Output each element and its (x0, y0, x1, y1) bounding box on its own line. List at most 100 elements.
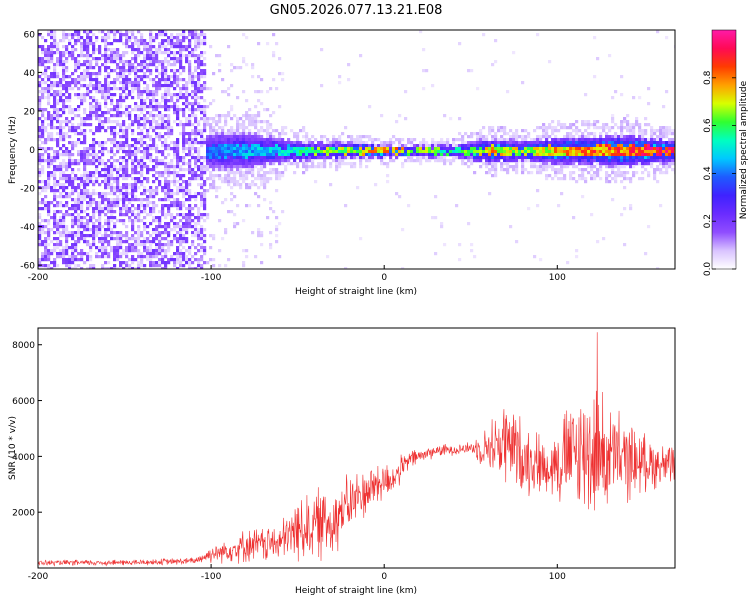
spectrogram-cell (122, 72, 126, 76)
spectrogram-cell (659, 204, 663, 208)
spectrogram-cell (563, 147, 567, 151)
spectrogram-cell (635, 138, 639, 142)
spectrogram-cell (242, 249, 246, 253)
spectrogram-cell (83, 159, 87, 163)
spectrogram-cell (248, 123, 252, 127)
spectrogram-cell (230, 156, 234, 160)
spectrogram-cell (620, 135, 624, 139)
spectrogram-cell (38, 105, 42, 109)
spectrogram-cell (62, 225, 66, 229)
spectrogram-cell (644, 138, 648, 142)
spectrogram-cell (527, 207, 531, 211)
spectrogram-cell (83, 60, 87, 64)
spectrogram-cell (56, 240, 60, 244)
spectrogram-cell (260, 231, 264, 235)
spectrogram-cell (236, 156, 240, 160)
spectrogram-cell (131, 63, 135, 67)
spectrogram-cell (152, 78, 156, 82)
spectrogram-cell (65, 192, 69, 196)
spectrogram-cell (182, 234, 186, 238)
spectrogram-cell (284, 156, 288, 160)
spectrogram-cell (284, 150, 288, 154)
spectrogram-cell (269, 231, 273, 235)
spectrogram-cell (134, 267, 138, 269)
spectrogram-cell (53, 249, 57, 253)
spectrogram-cell (104, 180, 108, 184)
spectrogram-cell (203, 240, 207, 244)
spectrogram-cell (206, 150, 210, 154)
spectrogram-cell (131, 81, 135, 85)
spectrogram-cell (449, 147, 453, 151)
spectrogram-cell (77, 81, 81, 85)
spectrogram-cell (152, 36, 156, 40)
spectrogram-cell (125, 261, 129, 265)
spectrogram-cell (551, 129, 555, 133)
spectrogram-cell (299, 159, 303, 163)
spectrogram-cell (125, 126, 129, 130)
spectrogram-cell (476, 87, 480, 91)
spectrogram-cell (269, 177, 273, 181)
spectrogram-cell (140, 78, 144, 82)
spectrogram-cell (620, 120, 624, 124)
spectrogram-cell (134, 75, 138, 79)
spectrogram-cell (158, 246, 162, 250)
spectrogram-cell (167, 204, 171, 208)
spectrogram-cell (620, 150, 624, 154)
spectrogram-cell (104, 81, 108, 85)
spectrogram-cell (482, 141, 486, 145)
spectrogram-cell (467, 153, 471, 157)
spectrogram-cell (122, 219, 126, 223)
spectrogram-cell (614, 123, 618, 127)
spectrogram-cell (98, 144, 102, 148)
spectrogram-cell (254, 132, 258, 136)
spectrogram-cell (155, 237, 159, 241)
spectrogram-cell (236, 159, 240, 163)
spectrogram-cell (161, 231, 165, 235)
spectrogram-cell (137, 105, 141, 109)
spectrogram-cell (110, 237, 114, 241)
spectrogram-cell (95, 129, 99, 133)
spectrogram-cell (497, 141, 501, 145)
spectrogram-cell (80, 201, 84, 205)
spectrogram-cell (119, 219, 123, 223)
spectrogram-cell (233, 162, 237, 166)
spectrogram-cell (65, 48, 69, 52)
spectrogram-cell (515, 135, 519, 139)
spectrogram-cell (41, 114, 45, 118)
spectrogram-cell (41, 93, 45, 97)
spectrogram-cell (110, 219, 114, 223)
spectrogram-cell (59, 216, 63, 220)
spectrogram-cell (554, 135, 558, 139)
spectrogram-cell (167, 105, 171, 109)
spectrogram-cell (155, 135, 159, 139)
spectrogram-cell (116, 75, 120, 79)
spectrogram-cell (275, 225, 279, 229)
spectrogram-cell (626, 162, 630, 166)
spectrogram-cell (68, 108, 72, 112)
spectrogram-cell (617, 159, 621, 163)
spectrogram-cell (188, 51, 192, 55)
spectrogram-cell (98, 81, 102, 85)
spectrogram-cell (122, 252, 126, 256)
spectrogram-cell (98, 102, 102, 106)
spectrogram-cell (53, 108, 57, 112)
spectrogram-cell (215, 147, 219, 151)
spectrogram-cell (77, 201, 81, 205)
spectrogram-cell (623, 144, 627, 148)
spectrogram-cell (47, 147, 51, 151)
spectrogram-cell (188, 45, 192, 49)
spectrogram-cell (578, 144, 582, 148)
spectrogram-cell (83, 150, 87, 154)
spectrogram-cell (479, 153, 483, 157)
spectrogram-cell (515, 168, 519, 172)
spectrogram-cell (557, 171, 561, 175)
spectrogram-cell (239, 66, 243, 70)
spectrogram-cell (263, 150, 267, 154)
spectrogram-cell (617, 138, 621, 142)
spectrogram-cell (215, 168, 219, 172)
spectrogram-cell (266, 90, 270, 94)
spectrogram-cell (638, 159, 642, 163)
spectrogram-cell (467, 135, 471, 139)
spectrogram-cell (161, 198, 165, 202)
spectrogram-cell (101, 123, 105, 127)
